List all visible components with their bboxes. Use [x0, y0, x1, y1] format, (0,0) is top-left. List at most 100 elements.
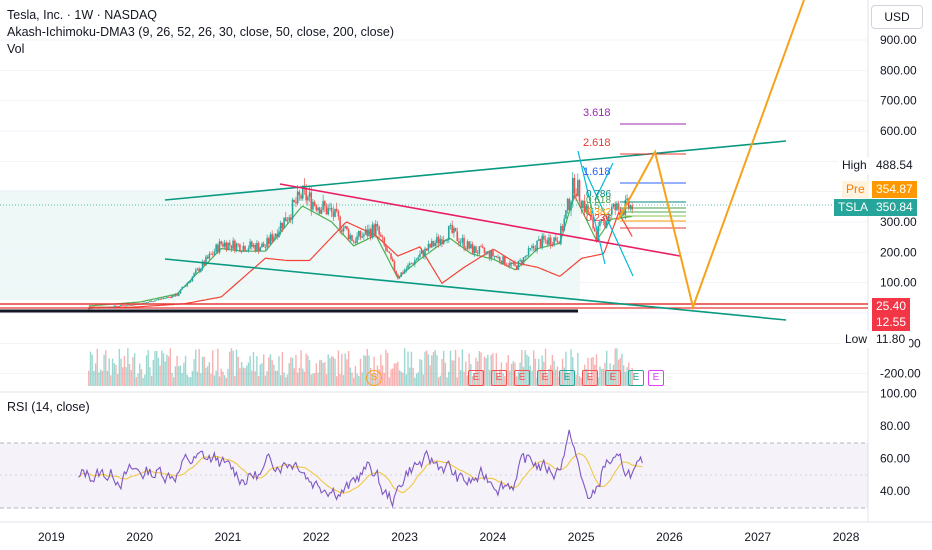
fib-label-3-618: 3.618 [583, 107, 611, 119]
candle-body [121, 305, 124, 306]
volume-bar [570, 349, 572, 386]
low-value-tag: 11.80 [872, 331, 910, 348]
volume-bar [128, 363, 131, 386]
indicator-legend[interactable]: Akash-Ichimoku-DMA3 (9, 26, 52, 26, 30, … [7, 25, 394, 39]
volume-bar [446, 377, 448, 386]
earnings-event-marker[interactable]: E [605, 370, 621, 386]
candle-body [293, 199, 296, 202]
volume-bar [111, 358, 114, 386]
volume-bar [195, 349, 197, 386]
candle-body [361, 236, 363, 238]
candle-body [461, 237, 464, 243]
earnings-event-marker[interactable]: E [491, 370, 507, 386]
candle-body [374, 223, 377, 235]
candle-body [281, 222, 284, 229]
volume-bar [349, 367, 351, 386]
volume-bar [290, 357, 292, 386]
volume-bar [147, 350, 149, 386]
volume-bar [409, 367, 411, 386]
candle-body [352, 240, 355, 242]
volume-bar [427, 354, 430, 386]
candle-body [183, 286, 185, 288]
candle-body [232, 240, 234, 249]
volume-bar [268, 357, 270, 386]
volume-bar [441, 358, 443, 386]
volume-bar [140, 369, 143, 386]
volume-bar [392, 368, 394, 386]
volume-bar [184, 355, 187, 386]
earnings-event-marker[interactable]: E [582, 370, 598, 386]
split-event-marker[interactable]: S [366, 370, 382, 386]
earnings-event-marker[interactable]: E [514, 370, 530, 386]
candle-body [349, 235, 352, 240]
candle-body [617, 203, 620, 209]
candle-body [568, 198, 571, 211]
candle-body [395, 270, 397, 275]
candle-body [526, 255, 528, 257]
volume-bar [239, 368, 241, 386]
volume-bar [242, 367, 245, 386]
volume-bar [234, 376, 236, 386]
volume-bar [476, 361, 479, 386]
volume-bar [271, 360, 273, 386]
volume-bar [429, 365, 431, 386]
candle-body [364, 229, 367, 235]
volume-bar [230, 348, 233, 386]
volume-bar [436, 354, 438, 386]
candle-body [218, 241, 221, 253]
candle-body [544, 239, 547, 241]
candle-body [551, 245, 554, 247]
volume-bar [529, 365, 531, 386]
currency-button[interactable]: USD [871, 5, 923, 29]
candle-body [517, 261, 520, 270]
volume-bar [189, 377, 192, 386]
volume-bar [106, 370, 109, 386]
volume-bar [342, 375, 345, 386]
volume-bar [500, 362, 503, 386]
earnings-event-marker[interactable]: E [628, 370, 644, 386]
earnings-event-marker[interactable]: E [648, 370, 664, 386]
volume-bar [341, 353, 343, 386]
volume-bar [220, 368, 222, 386]
candle-body [288, 217, 290, 221]
volume-bar [206, 366, 209, 386]
rsi-ma-line [78, 453, 643, 494]
symbol-title[interactable]: Tesla, Inc. · 1W · NASDAQ [7, 8, 158, 22]
volume-bar [594, 364, 596, 386]
candle-body [237, 243, 240, 245]
volume-bar [548, 368, 550, 386]
rsi-legend[interactable]: RSI (14, close) [7, 400, 90, 414]
volume-bar [622, 365, 625, 386]
candle-body [585, 206, 588, 213]
volume-bar [612, 364, 615, 386]
candle-body [307, 196, 309, 201]
volume-bar [563, 367, 565, 386]
candle-body [322, 201, 324, 210]
volume-bar [339, 373, 341, 386]
candle-body [476, 252, 479, 254]
candle-body [251, 241, 253, 247]
fib-label-1-618: 1.618 [583, 166, 611, 178]
candle-body [383, 237, 386, 246]
volume-bar [213, 375, 216, 386]
earnings-event-marker[interactable]: E [537, 370, 553, 386]
volume-bar [149, 367, 151, 386]
candle-body [412, 263, 414, 265]
volume-legend[interactable]: Vol [7, 42, 25, 56]
candle-body [592, 216, 594, 229]
candle-body [390, 253, 392, 259]
earnings-event-marker[interactable]: E [468, 370, 484, 386]
candle-body [366, 229, 369, 236]
candle-body [276, 233, 279, 238]
volume-bar [366, 348, 368, 386]
earnings-event-marker[interactable]: E [559, 370, 575, 386]
volume-bar [300, 350, 302, 386]
candle-body [563, 218, 566, 231]
volume-bar [135, 377, 138, 386]
candle-body [257, 242, 260, 252]
volume-bar [431, 355, 433, 386]
volume-bar [89, 351, 92, 386]
candle-body [546, 240, 549, 245]
candle-body [301, 185, 304, 199]
